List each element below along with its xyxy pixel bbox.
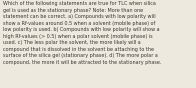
Text: Which of the following statements are true for TLC when silica
gel is used as th: Which of the following statements are tr… — [3, 1, 161, 65]
